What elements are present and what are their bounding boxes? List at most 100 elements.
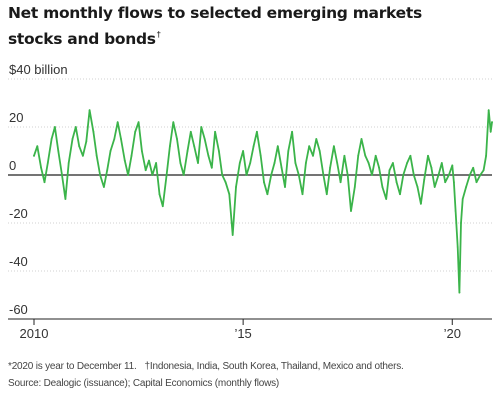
data-point: [224, 181, 227, 184]
data-point: [120, 138, 122, 140]
y-axis-ticks: $40 billion 20 0 -20 -40 -60: [9, 62, 68, 317]
data-point: [444, 181, 447, 184]
data-point: [144, 169, 147, 172]
data-point: [182, 174, 185, 176]
data-point: [336, 162, 339, 164]
data-point: [57, 150, 60, 152]
data-point: [134, 130, 137, 133]
x-tick-label: ’20: [444, 326, 461, 341]
data-point: [116, 121, 119, 124]
data-point: [456, 246, 459, 248]
y-tick-label: -20: [9, 206, 28, 221]
data-point: [468, 174, 471, 176]
data-point: [451, 164, 454, 167]
data-point: [416, 186, 419, 188]
data-point: [64, 198, 67, 200]
data-point: [346, 174, 349, 176]
data-point: [193, 145, 196, 148]
data-point: [294, 162, 297, 164]
data-point: [252, 145, 255, 148]
data-point: [437, 174, 440, 176]
data-point: [88, 109, 91, 112]
data-point: [207, 154, 210, 157]
data-point: [325, 193, 328, 196]
y-tick-label: $40 billion: [9, 62, 68, 77]
data-point: [472, 166, 475, 169]
data-point: [312, 154, 314, 157]
data-point: [235, 186, 237, 188]
data-point: [113, 138, 116, 140]
data-point: [106, 169, 109, 172]
footnote-date-note: *2020 is year to December 11.: [8, 361, 137, 372]
data-point: [245, 174, 248, 176]
data-point: [402, 174, 405, 176]
data-point: [287, 150, 290, 152]
data-point: [172, 121, 175, 124]
data-point: [374, 154, 377, 157]
data-point: [92, 130, 95, 133]
data-point: [458, 291, 461, 294]
data-point: [482, 169, 485, 172]
data-point: [280, 166, 283, 169]
data-point: [186, 150, 189, 152]
line-chart: $40 billion 20 0 -20 -40 -60 2010 ’15 ’20: [8, 62, 493, 341]
data-point: [78, 145, 81, 148]
data-point: [249, 162, 252, 164]
x-tick-label: 2010: [20, 326, 49, 341]
data-point: [67, 162, 70, 164]
data-point: [276, 145, 279, 148]
data-point: [381, 186, 384, 188]
data-point: [161, 205, 164, 208]
data-point: [297, 174, 300, 176]
data-point: [485, 154, 487, 157]
data-point: [99, 174, 101, 176]
data-point: [409, 154, 412, 157]
data-point: [218, 150, 220, 152]
data-point: [200, 126, 203, 128]
data-point: [155, 162, 158, 164]
data-point: [273, 162, 276, 164]
x-tick-label: ’15: [234, 326, 251, 341]
data-point: [141, 150, 143, 152]
data-point: [266, 193, 269, 196]
data-point: [322, 174, 325, 176]
x-axis: 2010 ’15 ’20: [8, 318, 492, 341]
y-tick-label: 20: [9, 110, 23, 125]
y-tick-label: -60: [9, 302, 28, 317]
gridlines: [8, 78, 492, 320]
data-point: [329, 166, 331, 169]
data-point: [453, 181, 455, 184]
title-dagger: †: [156, 30, 161, 39]
data-point: [460, 222, 462, 224]
data-point: [385, 198, 388, 200]
data-point: [95, 154, 98, 157]
data-point: [423, 178, 426, 181]
data-point: [406, 162, 408, 164]
data-point: [54, 126, 56, 128]
title-line-2: stocks and bonds: [8, 30, 156, 48]
data-point: [433, 186, 436, 188]
data-point: [284, 186, 286, 188]
data-point: [127, 174, 129, 176]
data-point: [256, 130, 258, 133]
data-point: [189, 130, 192, 133]
data-point: [315, 138, 318, 140]
y-tick-label: 0: [9, 158, 16, 173]
data-point: [82, 154, 84, 157]
data-point: [454, 210, 457, 212]
data-point: [221, 174, 224, 176]
data-point: [130, 154, 133, 157]
data-point: [371, 174, 373, 176]
data-point: [301, 193, 304, 196]
data-point: [158, 193, 161, 196]
data-point: [392, 162, 394, 164]
data-point: [357, 154, 360, 157]
data-point: [487, 109, 490, 112]
data-point: [36, 145, 39, 148]
data-point: [46, 162, 49, 164]
data-point: [169, 145, 171, 148]
y-tick-label: -40: [9, 254, 28, 269]
footnotes: *2020 is year to December 11. †Indonesia,…: [8, 358, 496, 392]
data-point: [214, 130, 217, 133]
data-point: [259, 154, 262, 157]
